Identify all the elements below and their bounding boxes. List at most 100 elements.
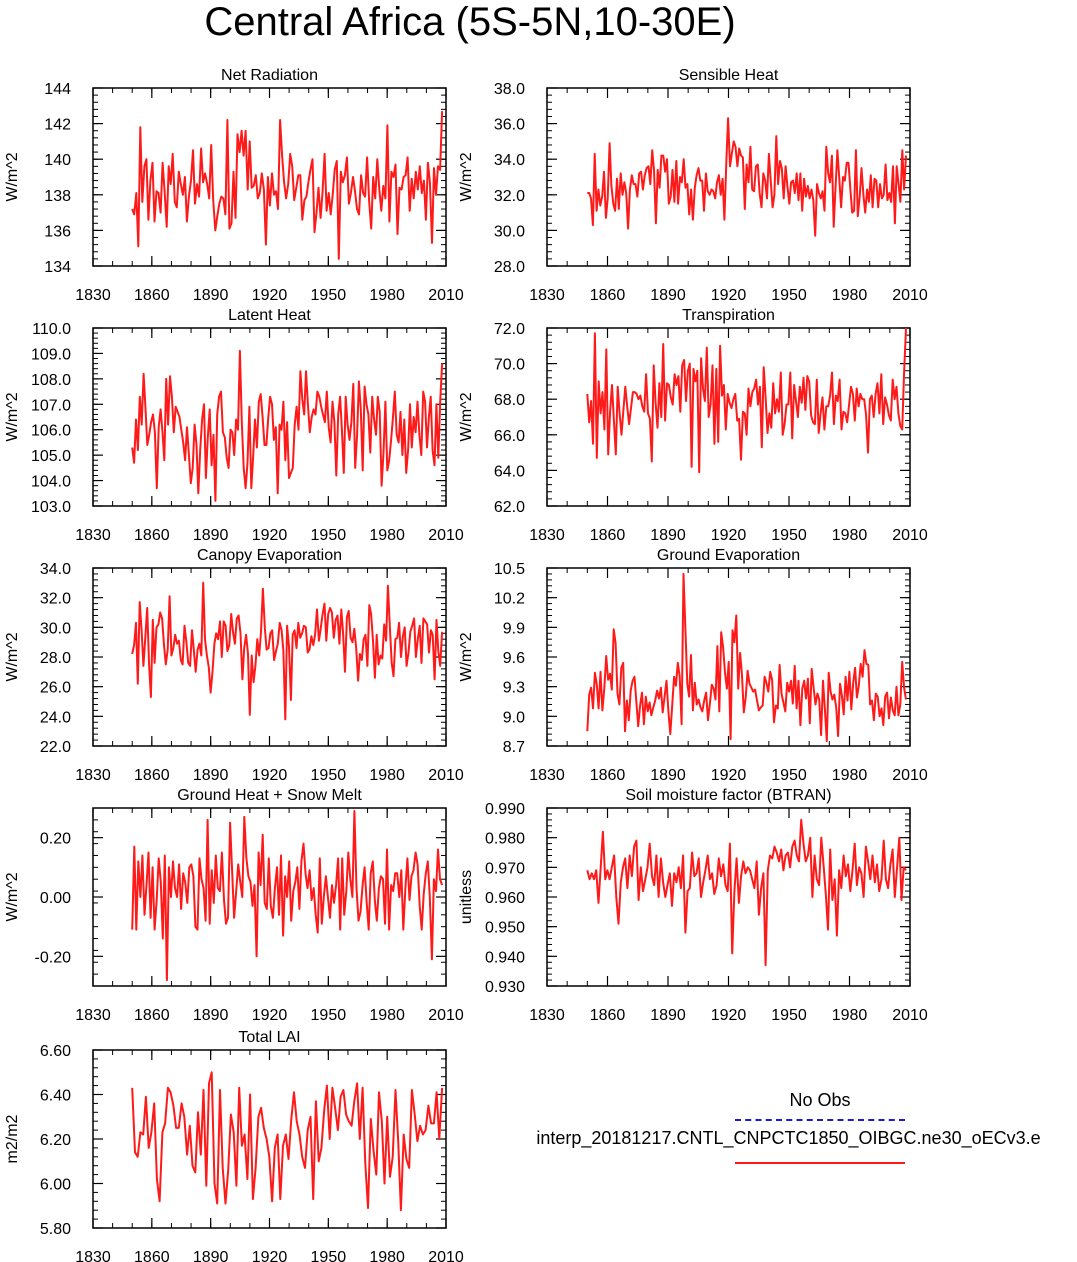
y-tick-label: 0.20 bbox=[40, 831, 71, 848]
panel-title: Net Radiation bbox=[221, 67, 318, 84]
y-tick-label: 0.950 bbox=[485, 920, 525, 937]
x-tick-label: 1980 bbox=[369, 767, 405, 784]
y-axis-label: W/m^2 bbox=[458, 632, 475, 681]
y-tick-label: 109.0 bbox=[31, 346, 71, 363]
series-line bbox=[131, 1071, 444, 1212]
y-tick-label: 106.0 bbox=[31, 423, 71, 440]
plot-frame bbox=[92, 567, 447, 747]
x-tick-label: 1920 bbox=[711, 767, 747, 784]
y-tick-label: 30.0 bbox=[40, 620, 71, 637]
chart-panel: 1830 1860 1890 1920 1950 1980 2010 22.0 24.0 26.0… bbox=[4, 547, 464, 784]
x-tick-label: 1890 bbox=[193, 1249, 229, 1262]
y-tick-label: 107.0 bbox=[31, 397, 71, 414]
chart-panel: 1830 1860 1890 1920 1950 1980 2010 62.0 64.0 66.0… bbox=[458, 307, 928, 544]
chart-panel: 1830 1860 1890 1920 1950 1980 2010 8.7 9.0 9.3 9.6… bbox=[458, 547, 928, 784]
y-tick-label: 9.3 bbox=[503, 680, 525, 697]
panel-title: Total LAI bbox=[238, 1029, 300, 1046]
y-tick-label: 6.20 bbox=[40, 1132, 71, 1149]
x-tick-label: 1860 bbox=[590, 527, 626, 544]
x-tick-label: 2010 bbox=[892, 527, 928, 544]
series-line bbox=[586, 327, 907, 474]
legend-run-line bbox=[735, 1162, 905, 1164]
x-tick-label: 1860 bbox=[134, 1249, 170, 1262]
x-tick-label: 1950 bbox=[771, 1007, 807, 1024]
x-tick-label: 1920 bbox=[711, 1007, 747, 1024]
x-tick-label: 1860 bbox=[134, 287, 170, 304]
y-tick-label: 32.0 bbox=[494, 188, 525, 205]
x-tick-label: 1920 bbox=[252, 527, 288, 544]
x-tick-label: 1830 bbox=[75, 767, 111, 784]
x-tick-label: 2010 bbox=[428, 1007, 464, 1024]
x-tick-label: 2010 bbox=[428, 527, 464, 544]
y-tick-label: 64.0 bbox=[494, 463, 525, 480]
y-tick-label: 8.7 bbox=[503, 739, 525, 756]
y-tick-label: 110.0 bbox=[32, 321, 71, 338]
x-tick-label: 1980 bbox=[369, 1007, 405, 1024]
series-line bbox=[131, 581, 444, 721]
series-line bbox=[587, 117, 907, 237]
x-tick-label: 1860 bbox=[134, 1007, 170, 1024]
chart-panel: 1830 1860 1890 1920 1950 1980 2010 0.930 0.940 0.… bbox=[458, 787, 928, 1024]
y-tick-label: 108.0 bbox=[31, 372, 71, 389]
x-tick-label: 1860 bbox=[590, 287, 626, 304]
panel-title: Ground Evaporation bbox=[657, 547, 800, 564]
x-tick-label: 1950 bbox=[771, 527, 807, 544]
y-tick-label: 104.0 bbox=[31, 474, 71, 491]
y-tick-label: 0.970 bbox=[485, 860, 525, 877]
x-tick-label: 1950 bbox=[311, 1249, 347, 1262]
x-tick-label: 1920 bbox=[711, 527, 747, 544]
x-tick-label: 1860 bbox=[134, 527, 170, 544]
x-tick-label: 1860 bbox=[590, 767, 626, 784]
x-tick-label: 1830 bbox=[75, 1249, 111, 1262]
y-axis-label: W/m^2 bbox=[4, 632, 21, 681]
x-tick-label: 2010 bbox=[892, 1007, 928, 1024]
chart-panel: 1830 1860 1890 1920 1950 1980 2010 134 136 138 140… bbox=[4, 67, 464, 304]
y-tick-label: 34.0 bbox=[494, 152, 525, 169]
x-tick-label: 1830 bbox=[75, 1007, 111, 1024]
x-tick-label: 1950 bbox=[771, 767, 807, 784]
x-tick-label: 1860 bbox=[134, 767, 170, 784]
y-tick-label: 34.0 bbox=[40, 561, 71, 578]
x-tick-label: 1950 bbox=[311, 287, 347, 304]
legend-obs-line bbox=[735, 1119, 905, 1121]
x-tick-label: 1980 bbox=[832, 767, 868, 784]
x-tick-label: 1980 bbox=[832, 1007, 868, 1024]
y-tick-label: 24.0 bbox=[40, 709, 71, 726]
y-tick-label: 105.0 bbox=[31, 448, 71, 465]
x-tick-label: 1830 bbox=[529, 527, 565, 544]
x-tick-label: 1890 bbox=[193, 527, 229, 544]
panel-title: Transpiration bbox=[682, 307, 775, 324]
page-title: Central Africa (5S-5N,10-30E) bbox=[204, 0, 736, 44]
y-tick-label: 142 bbox=[44, 117, 71, 134]
x-tick-label: 1920 bbox=[252, 1007, 288, 1024]
y-tick-label: 140 bbox=[44, 152, 71, 169]
legend-obs-label: No Obs bbox=[789, 1090, 851, 1110]
y-tick-label: 9.6 bbox=[503, 650, 525, 667]
plot-frame bbox=[546, 807, 911, 987]
chart-panel: 1830 1860 1890 1920 1950 1980 2010 -0.20 0.00 0.2… bbox=[4, 787, 464, 1024]
series-line bbox=[131, 111, 444, 260]
y-axis-label: W/m^2 bbox=[4, 152, 21, 201]
y-tick-label: 30.0 bbox=[494, 223, 525, 240]
x-tick-label: 1830 bbox=[529, 1007, 565, 1024]
y-tick-label: 0.990 bbox=[485, 801, 525, 818]
x-tick-label: 1980 bbox=[369, 1249, 405, 1262]
y-tick-label: 6.40 bbox=[40, 1088, 71, 1105]
y-tick-label: 70.0 bbox=[494, 357, 525, 374]
x-tick-label: 1920 bbox=[711, 287, 747, 304]
y-tick-label: 10.5 bbox=[494, 561, 525, 578]
y-tick-label: 9.9 bbox=[503, 620, 525, 637]
x-tick-label: 2010 bbox=[892, 287, 928, 304]
y-axis-label: W/m^2 bbox=[4, 872, 21, 921]
y-tick-label: 138 bbox=[44, 188, 71, 205]
panel-title: Soil moisture factor (BTRAN) bbox=[625, 787, 831, 804]
x-tick-label: 1830 bbox=[529, 287, 565, 304]
y-tick-label: 28.0 bbox=[494, 259, 525, 276]
y-tick-label: 38.0 bbox=[494, 81, 525, 98]
y-axis-label: W/m^2 bbox=[458, 152, 475, 201]
x-tick-label: 2010 bbox=[892, 767, 928, 784]
series-line bbox=[586, 572, 907, 743]
y-axis-label: unitless bbox=[458, 870, 475, 924]
x-tick-label: 1890 bbox=[650, 287, 686, 304]
panel-title: Ground Heat + Snow Melt bbox=[177, 787, 362, 804]
